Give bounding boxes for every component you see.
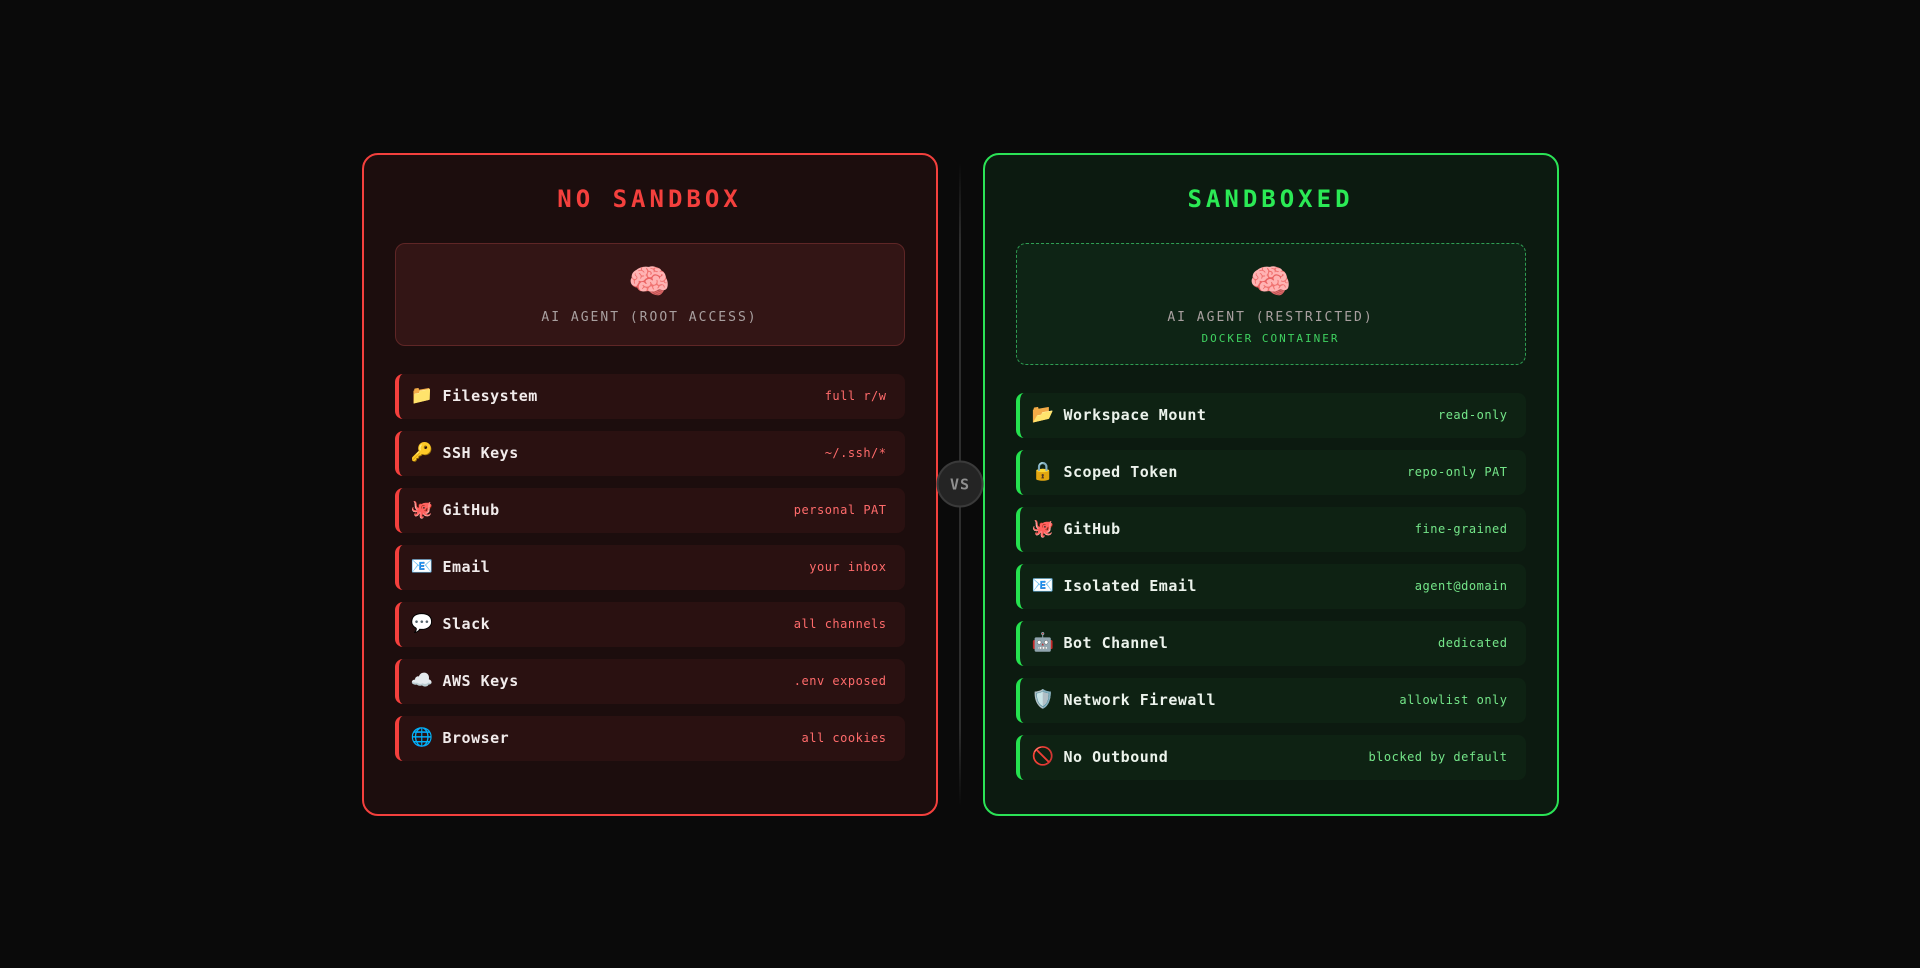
item-value: allowlist only [1399, 693, 1508, 707]
item-label: Filesystem [442, 387, 538, 405]
octopus-icon: 🐙 [1031, 518, 1054, 539]
list-item: 💬 Slack all channels [394, 601, 905, 647]
panel-sandboxed: SANDBOXED 🧠 AI AGENT (RESTRICTED) DOCKER… [982, 152, 1559, 816]
comparison-stage: NO SANDBOX 🧠 AI AGENT (ROOT ACCESS) 📁 Fi… [361, 152, 1559, 816]
globe-icon: 🌐 [410, 727, 433, 748]
item-value: full r/w [824, 389, 887, 403]
item-value: .env exposed [793, 674, 887, 688]
item-label: GitHub [442, 501, 500, 519]
item-value: dedicated [1437, 636, 1508, 650]
item-label: SSH Keys [442, 444, 519, 462]
item-value: fine-grained [1414, 522, 1508, 536]
list-item: 📁 Filesystem full r/w [394, 373, 905, 419]
item-label: Workspace Mount [1063, 406, 1207, 424]
panel-title: NO SANDBOX [557, 184, 742, 213]
item-value: blocked by default [1368, 750, 1508, 764]
cloud-icon: ☁️ [410, 670, 433, 691]
key-icon: 🔑 [410, 442, 433, 463]
panel-title: SANDBOXED [1187, 184, 1354, 213]
no-entry-icon: 🚫 [1031, 746, 1054, 767]
item-value: all cookies [801, 731, 887, 745]
access-list: 📂 Workspace Mount read-only 🔒 Scoped Tok… [1015, 392, 1526, 780]
list-item: 📧 Email your inbox [394, 544, 905, 590]
folder-icon: 📁 [410, 385, 433, 406]
item-label: Email [442, 558, 491, 576]
item-label: Bot Channel [1063, 634, 1169, 652]
item-label: Slack [442, 615, 491, 633]
item-label: No Outbound [1063, 748, 1169, 766]
item-value: repo-only PAT [1407, 465, 1508, 479]
agent-card: 🧠 AI AGENT (RESTRICTED) DOCKER CONTAINER [1015, 242, 1526, 365]
speech-balloon-icon: 💬 [410, 613, 433, 634]
list-item: 🛡️ Network Firewall allowlist only [1015, 677, 1526, 723]
panel-no-sandbox: NO SANDBOX 🧠 AI AGENT (ROOT ACCESS) 📁 Fi… [361, 152, 938, 816]
item-value: agent@domain [1414, 579, 1508, 593]
item-label: Scoped Token [1063, 463, 1178, 481]
item-label: AWS Keys [442, 672, 519, 690]
item-label: GitHub [1063, 520, 1121, 538]
list-item: 🌐 Browser all cookies [394, 715, 905, 761]
item-value: all channels [793, 617, 887, 631]
item-label: Network Firewall [1063, 691, 1216, 709]
brain-icon: 🧠 [1249, 261, 1292, 302]
list-item: 🤖 Bot Channel dedicated [1015, 620, 1526, 666]
agent-label: AI AGENT (RESTRICTED) [1167, 309, 1374, 325]
octopus-icon: 🐙 [410, 499, 433, 520]
item-value: ~/.ssh/* [824, 446, 887, 460]
agent-card: 🧠 AI AGENT (ROOT ACCESS) [394, 242, 905, 346]
agent-sublabel: DOCKER CONTAINER [1201, 331, 1340, 345]
vs-badge: VS [936, 460, 984, 508]
email-icon: 📧 [1031, 575, 1054, 596]
item-label: Isolated Email [1063, 577, 1197, 595]
item-label: Browser [442, 729, 510, 747]
item-value: your inbox [809, 560, 887, 574]
list-item: 🚫 No Outbound blocked by default [1015, 734, 1526, 780]
brain-icon: 🧠 [628, 261, 671, 302]
agent-label: AI AGENT (ROOT ACCESS) [541, 309, 758, 325]
list-item: 🔒 Scoped Token repo-only PAT [1015, 449, 1526, 495]
email-icon: 📧 [410, 556, 433, 577]
list-item: ☁️ AWS Keys .env exposed [394, 658, 905, 704]
access-list: 📁 Filesystem full r/w 🔑 SSH Keys ~/.ssh/… [394, 373, 905, 761]
list-item: 🐙 GitHub fine-grained [1015, 506, 1526, 552]
lock-icon: 🔒 [1031, 461, 1054, 482]
open-folder-icon: 📂 [1031, 404, 1054, 425]
list-item: 🔑 SSH Keys ~/.ssh/* [394, 430, 905, 476]
item-value: personal PAT [793, 503, 887, 517]
list-item: 🐙 GitHub personal PAT [394, 487, 905, 533]
shield-icon: 🛡️ [1031, 689, 1054, 710]
list-item: 📂 Workspace Mount read-only [1015, 392, 1526, 438]
list-item: 📧 Isolated Email agent@domain [1015, 563, 1526, 609]
robot-icon: 🤖 [1031, 632, 1054, 653]
item-value: read-only [1437, 408, 1508, 422]
